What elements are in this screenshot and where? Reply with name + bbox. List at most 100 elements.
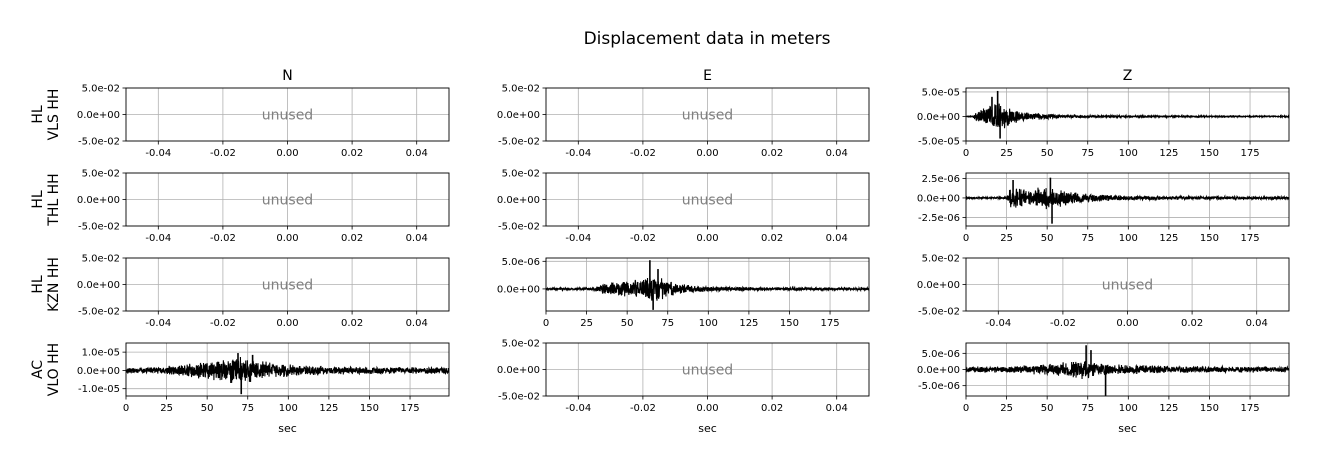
x-tick-label: 150 [1200, 403, 1219, 414]
x-tick-label: 0 [543, 318, 549, 329]
x-tick-label: 0.04 [826, 148, 848, 159]
waveform-trace [125, 357, 450, 384]
x-tick-label: -0.02 [210, 318, 236, 329]
y-tick-label: 0.0e+00 [497, 284, 540, 295]
y-tick-label: 5.0e-06 [922, 349, 960, 360]
y-tick-label: 5.0e-06 [502, 257, 540, 268]
x-tick-label: 75 [241, 403, 254, 414]
x-tick-label: 125 [1159, 233, 1178, 244]
x-tick-label: -0.04 [145, 318, 171, 329]
x-tick-label: 175 [1240, 148, 1259, 159]
x-axis-label: sec [278, 422, 297, 435]
y-tick-label: 0.0e+00 [77, 280, 120, 291]
unused-label: unused [682, 363, 733, 379]
x-tick-label: 50 [621, 318, 634, 329]
column-title: Z [1123, 68, 1133, 84]
x-tick-label: 100 [699, 318, 718, 329]
x-tick-label: 75 [1081, 233, 1094, 244]
x-tick-label: 100 [279, 403, 298, 414]
y-tick-label: 5.0e-02 [82, 169, 120, 180]
x-tick-label: -0.04 [565, 403, 591, 414]
seismogram-subplot: 0 25 50 75 100 125 150 175 1.0e-05 0.0e+00 -1.0e-0… [77, 342, 450, 414]
x-tick-label: 0.04 [406, 148, 428, 159]
x-tick-label: 75 [1081, 148, 1094, 159]
unused-subplot: unused -0.04 -0.02 0.00 0.02 0.04 5.0e-02 0.0e+… [77, 254, 450, 329]
seismogram-subplot: 0 25 50 75 100 125 150 175 2.5e-06 0.0e+00 -2.5e-0… [917, 172, 1290, 244]
x-tick-label: 0 [963, 148, 969, 159]
y-tick-label: -5.0e-02 [918, 307, 960, 318]
x-tick-label: 0.00 [276, 148, 298, 159]
row-label-network: HL [30, 190, 46, 209]
x-tick-label: 150 [1200, 148, 1219, 159]
x-tick-label: -0.04 [565, 233, 591, 244]
y-tick-label: -5.0e-02 [498, 392, 540, 403]
x-tick-label: -0.04 [565, 148, 591, 159]
y-tick-label: 5.0e-02 [82, 84, 120, 95]
x-tick-label: 0.02 [341, 233, 363, 244]
x-tick-label: -0.02 [210, 148, 236, 159]
x-tick-label: -0.02 [210, 233, 236, 244]
x-tick-label: 125 [739, 318, 758, 329]
row-label-network: HL [30, 105, 46, 124]
y-tick-label: -5.0e-02 [498, 137, 540, 148]
x-tick-label: 25 [1000, 403, 1013, 414]
seismogram-subplot: 0 25 50 75 100 125 150 175 5.0e-05 0.0e+00 -5.0e-0… [917, 87, 1290, 159]
x-tick-label: 25 [1000, 233, 1013, 244]
x-tick-label: 100 [1119, 148, 1138, 159]
x-tick-label: -0.02 [630, 233, 656, 244]
waveform-trace [965, 360, 1290, 379]
x-tick-label: 50 [1041, 233, 1054, 244]
x-tick-label: 0.04 [826, 403, 848, 414]
x-tick-label: 0.00 [1116, 318, 1138, 329]
unused-label: unused [262, 278, 313, 294]
y-tick-label: 2.5e-06 [922, 174, 960, 185]
y-tick-label: 5.0e-02 [502, 169, 540, 180]
unused-subplot: unused -0.04 -0.02 0.00 0.02 0.04 5.0e-02 0.0e+… [77, 84, 450, 159]
y-tick-label: 0.0e+00 [497, 195, 540, 206]
x-tick-label: 25 [580, 318, 593, 329]
y-tick-label: 0.0e+00 [917, 280, 960, 291]
x-tick-label: 175 [1240, 233, 1259, 244]
x-tick-label: 125 [319, 403, 338, 414]
y-tick-label: 0.0e+00 [77, 366, 120, 377]
x-tick-label: 75 [661, 318, 674, 329]
y-tick-label: 5.0e-05 [922, 87, 960, 98]
x-tick-label: 0.02 [761, 403, 783, 414]
x-tick-label: 150 [1200, 233, 1219, 244]
x-tick-label: 25 [160, 403, 173, 414]
x-axis-label: sec [1118, 422, 1137, 435]
unused-label: unused [262, 108, 313, 124]
x-tick-label: 0.02 [1181, 318, 1203, 329]
x-tick-label: 50 [1041, 403, 1054, 414]
y-tick-label: -5.0e-02 [78, 222, 120, 233]
axes-frame [125, 342, 450, 397]
y-tick-label: 5.0e-02 [502, 84, 540, 95]
subplot-grid: unused -0.04 -0.02 0.00 0.02 0.04 5.0e-02 0.0e+… [77, 84, 1290, 414]
x-tick-label: 175 [820, 318, 839, 329]
x-tick-label: 175 [1240, 403, 1259, 414]
y-tick-label: 0.0e+00 [917, 365, 960, 376]
x-tick-label: -0.02 [630, 148, 656, 159]
axes-frame [965, 172, 1290, 227]
row-label-station: THL HH [46, 173, 62, 226]
unused-subplot: unused -0.04 -0.02 0.00 0.02 0.04 5.0e-02 0.0e+… [497, 84, 870, 159]
column-title: E [703, 68, 712, 84]
unused-label: unused [1102, 278, 1153, 294]
unused-subplot: unused -0.04 -0.02 0.00 0.02 0.04 5.0e-02 0.0e+… [497, 169, 870, 244]
column-title: N [282, 68, 292, 84]
waveform-trace [965, 187, 1290, 210]
x-tick-label: 0.02 [341, 318, 363, 329]
unused-subplot: unused -0.04 -0.02 0.00 0.02 0.04 5.0e-02 0.0e+… [497, 339, 870, 414]
axes-frame [545, 257, 870, 312]
x-tick-label: 0.00 [276, 318, 298, 329]
x-tick-label: -0.02 [630, 403, 656, 414]
axes-frame [965, 87, 1290, 142]
seismogram-subplot: 0 25 50 75 100 125 150 175 5.0e-06 0.0e+00 [497, 257, 870, 329]
row-label-station: VLS HH [46, 89, 62, 141]
unused-subplot: unused -0.04 -0.02 0.00 0.02 0.04 5.0e-02 0.0e+… [917, 254, 1290, 329]
x-tick-label: 100 [1119, 233, 1138, 244]
x-tick-label: 150 [360, 403, 379, 414]
x-tick-label: 0.00 [276, 233, 298, 244]
unused-label: unused [682, 108, 733, 124]
